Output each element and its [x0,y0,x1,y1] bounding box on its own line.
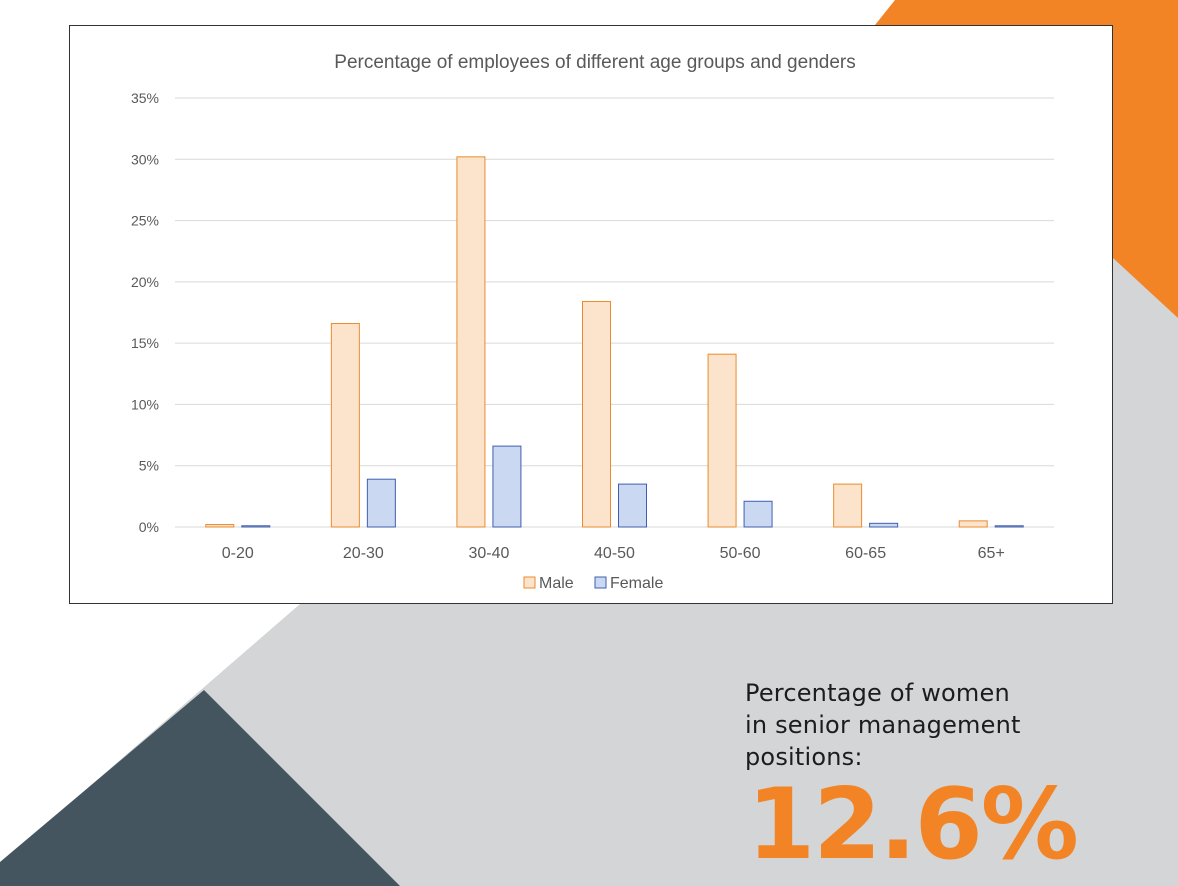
bar-female-65+ [994,525,1024,528]
x-tick-label: 30-40 [468,545,509,562]
x-tick-label: 40-50 [594,545,635,562]
stat-label-line-3: positions: [745,743,863,771]
bar-female-0-20 [241,525,271,528]
stat-block: Percentage of women in senior management… [745,677,1165,875]
bar-female-50-60 [743,500,773,528]
x-tick-label: 20-30 [343,545,384,562]
bar-chart: 0% 5% 10% 15% 20% 25% 30% 35% 0-20 20-30 30-40 40-5… [131,52,1054,592]
y-tick-label: 20% [131,274,159,290]
y-tick-label: 0% [139,519,159,535]
y-tick-label: 10% [131,396,159,412]
chart-panel: 0% 5% 10% 15% 20% 25% 30% 35% 0-20 20-30 30-40 40-5… [69,25,1113,604]
bar-male-30-40 [456,156,486,528]
legend: Male Female [523,575,663,592]
stat-label-line-1: Percentage of women [745,679,1010,707]
background-slate-shape [0,690,400,886]
stat-label-line-2: in senior management [745,711,1021,739]
bar-male-20-30 [330,323,360,528]
axes: 0% 5% 10% 15% 20% 25% 30% 35% 0-20 20-30 30-40 40-5… [131,90,1005,562]
x-tick-label: 0-20 [222,545,254,562]
x-tick-label: 60-65 [845,545,886,562]
legend-swatch-male [523,576,536,589]
stat-value: 12.6% [747,768,1079,882]
bar-male-60-65 [833,483,863,528]
bar-male-50-60 [707,353,737,528]
bar-female-20-30 [366,478,396,528]
y-tick-label: 5% [139,458,159,474]
y-tick-label: 30% [131,151,159,167]
y-tick-label: 25% [131,213,159,229]
x-tick-label: 50-60 [720,545,761,562]
background-orange-shape [875,0,1178,318]
bars [205,156,1024,528]
bar-female-30-40 [492,445,522,528]
y-tick-label: 35% [131,90,159,106]
bar-male-65+ [958,520,988,528]
legend-label-female: Female [610,575,663,592]
bar-male-0-20 [205,524,235,528]
x-tick-label: 65+ [978,545,1005,562]
bar-male-40-50 [582,300,611,528]
bar-female-40-50 [618,483,647,528]
y-tick-label: 15% [131,335,159,351]
legend-label-male: Male [539,575,574,592]
legend-swatch-female [594,576,607,589]
gridlines [175,97,1054,528]
chart-title: Percentage of employees of different age… [334,52,855,73]
bar-female-60-65 [869,522,899,528]
